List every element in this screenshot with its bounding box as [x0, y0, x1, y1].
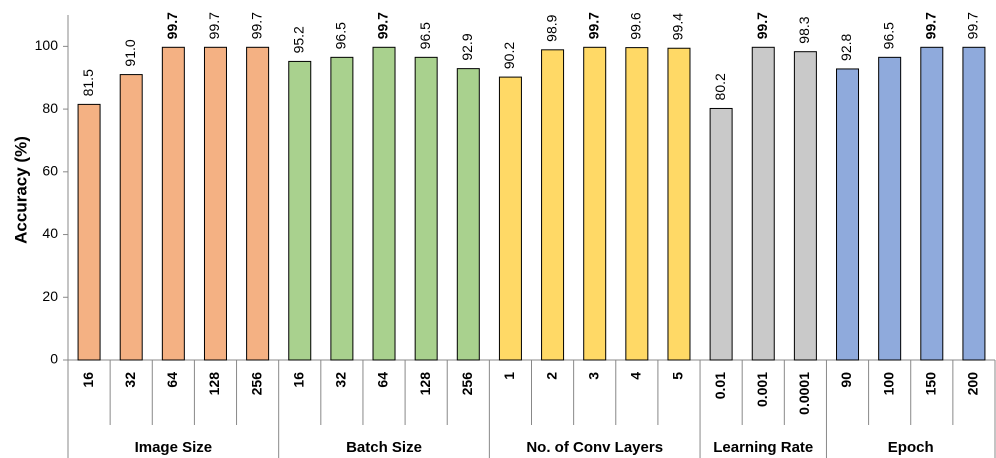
value-label: 99.7 — [585, 12, 601, 39]
x-tick-label: 1 — [501, 372, 517, 380]
bar — [246, 46, 270, 361]
bar — [625, 47, 649, 361]
value-label: 99.7 — [164, 12, 180, 39]
x-tick-label: 3 — [585, 372, 601, 380]
value-label: 99.6 — [628, 12, 644, 39]
value-label: 99.7 — [965, 12, 981, 39]
value-label: 81.5 — [80, 69, 96, 96]
value-label: 99.7 — [375, 12, 391, 39]
x-tick-label: 150 — [922, 372, 938, 396]
bar — [751, 46, 775, 361]
x-tick-label: 128 — [206, 372, 222, 396]
value-label: 99.7 — [248, 12, 264, 39]
value-label: 90.2 — [501, 42, 517, 69]
x-tick-label: 256 — [459, 372, 475, 396]
x-tick-label: 64 — [375, 372, 391, 388]
y-tick-label: 80 — [42, 100, 58, 116]
value-label: 98.3 — [796, 16, 812, 43]
y-tick-label: 100 — [35, 37, 59, 53]
value-label: 98.9 — [543, 14, 559, 41]
bar — [330, 56, 354, 361]
bar — [77, 103, 101, 361]
bar — [288, 60, 312, 361]
value-label: 95.2 — [290, 26, 306, 53]
bar — [836, 68, 860, 361]
x-tick-label: 32 — [333, 372, 349, 388]
bar — [414, 56, 438, 361]
value-label: 96.5 — [333, 22, 349, 49]
x-tick-label: 16 — [80, 372, 96, 388]
x-tick-label: 100 — [880, 372, 896, 396]
x-tick-label: 0.0001 — [796, 372, 812, 415]
x-tick-label: 0.001 — [754, 372, 770, 407]
x-tick-label: 64 — [164, 372, 180, 388]
x-tick-label: 5 — [670, 372, 686, 380]
x-tick-label: 90 — [838, 372, 854, 388]
y-tick-label: 60 — [42, 163, 58, 179]
group-label: No. of Conv Layers — [526, 439, 663, 456]
y-tick-label: 0 — [50, 351, 58, 367]
x-tick-label: 200 — [965, 372, 981, 396]
bar — [541, 49, 565, 361]
group-label: Learning Rate — [713, 439, 813, 456]
value-label: 96.5 — [880, 22, 896, 49]
y-tick-label: 20 — [42, 288, 58, 304]
group-label: Image Size — [135, 439, 213, 456]
bar — [498, 76, 522, 361]
x-tick-label: 16 — [290, 372, 306, 388]
value-label: 99.7 — [754, 12, 770, 39]
value-label: 96.5 — [417, 22, 433, 49]
bar — [161, 46, 185, 361]
x-tick-label: 2 — [543, 372, 559, 380]
value-label: 91.0 — [122, 39, 138, 66]
bar — [667, 47, 691, 361]
value-label: 80.2 — [712, 73, 728, 100]
bar — [372, 46, 396, 361]
bar — [709, 107, 733, 361]
bar — [793, 51, 817, 361]
y-tick-label: 40 — [42, 225, 58, 241]
value-label: 92.8 — [838, 33, 854, 60]
x-tick-label: 256 — [248, 372, 264, 396]
bar — [878, 56, 902, 361]
bar — [203, 46, 227, 361]
bar — [456, 68, 480, 361]
x-tick-label: 128 — [417, 372, 433, 396]
group-label: Epoch — [888, 439, 934, 456]
bar — [119, 74, 143, 361]
x-tick-label: 0.01 — [712, 372, 728, 399]
value-label: 92.9 — [459, 33, 475, 60]
bar — [962, 46, 986, 361]
bar — [920, 46, 944, 361]
value-label: 99.7 — [206, 12, 222, 39]
value-label: 99.7 — [922, 12, 938, 39]
value-label: 99.4 — [670, 13, 686, 40]
x-tick-label: 32 — [122, 372, 138, 388]
bar — [583, 46, 607, 361]
group-label: Batch Size — [346, 439, 422, 456]
y-axis-label: Accuracy (%) — [11, 136, 30, 244]
x-tick-label: 4 — [628, 372, 644, 380]
